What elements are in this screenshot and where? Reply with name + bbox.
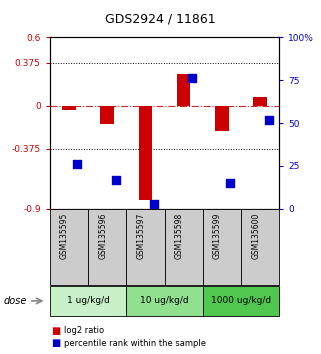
Point xyxy=(189,75,195,81)
Bar xyxy=(177,74,190,106)
Text: log2 ratio: log2 ratio xyxy=(64,326,104,336)
Bar xyxy=(100,106,114,124)
Text: GSM135598: GSM135598 xyxy=(175,213,184,259)
Text: percentile rank within the sample: percentile rank within the sample xyxy=(64,339,206,348)
Text: GSM135596: GSM135596 xyxy=(98,213,107,259)
Text: GSM135595: GSM135595 xyxy=(60,213,69,259)
Bar xyxy=(241,209,279,285)
Bar xyxy=(203,209,241,285)
Text: ■: ■ xyxy=(51,326,61,336)
Text: ■: ■ xyxy=(51,338,61,348)
Point xyxy=(266,117,271,122)
Point xyxy=(75,161,80,167)
Text: GDS2924 / 11861: GDS2924 / 11861 xyxy=(105,13,216,26)
Bar xyxy=(215,106,229,131)
Point xyxy=(151,201,156,206)
Bar xyxy=(126,209,164,285)
Bar xyxy=(139,106,152,200)
Bar xyxy=(203,286,279,316)
Text: GSM135600: GSM135600 xyxy=(251,213,260,259)
Bar xyxy=(50,209,88,285)
Bar xyxy=(50,286,126,316)
Text: 1000 ug/kg/d: 1000 ug/kg/d xyxy=(211,296,271,306)
Point xyxy=(228,180,233,186)
Point xyxy=(113,177,118,183)
Text: dose: dose xyxy=(3,296,27,306)
Bar xyxy=(164,209,203,285)
Bar xyxy=(62,106,75,110)
Bar xyxy=(126,286,203,316)
Bar xyxy=(88,209,126,285)
Text: 1 ug/kg/d: 1 ug/kg/d xyxy=(66,296,109,306)
Text: GSM135599: GSM135599 xyxy=(213,213,222,259)
Text: 10 ug/kg/d: 10 ug/kg/d xyxy=(140,296,189,306)
Bar xyxy=(254,97,267,106)
Text: GSM135597: GSM135597 xyxy=(136,213,145,259)
